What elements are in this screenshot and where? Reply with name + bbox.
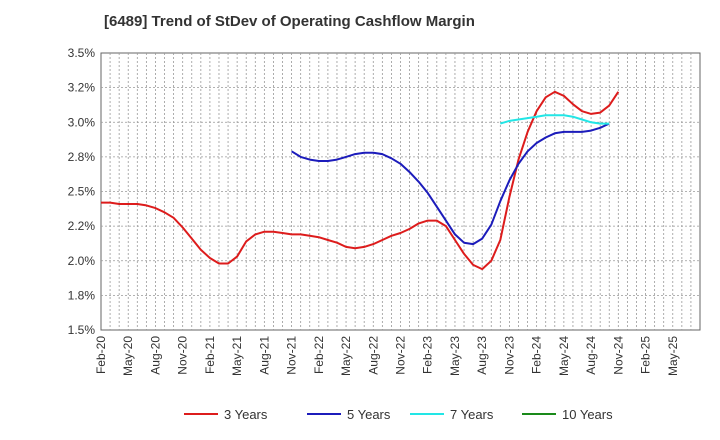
x-tick-label: Feb-20 <box>94 336 108 374</box>
x-tick-label: May-24 <box>557 336 571 376</box>
x-tick-label: Feb-25 <box>639 336 653 374</box>
series-line-1 <box>291 122 610 246</box>
x-tick-label: Nov-22 <box>394 336 408 375</box>
x-tick-label: Nov-21 <box>285 336 299 375</box>
x-tick-label: Nov-23 <box>502 336 516 375</box>
x-tick-label: May-21 <box>230 336 244 376</box>
x-tick-label: Aug-20 <box>148 336 162 375</box>
legend-label-3: 10 Years <box>562 407 613 422</box>
y-tick-label: 3.0% <box>68 115 96 129</box>
x-tick-label: May-23 <box>448 336 462 376</box>
axis-layer: 1.5% 1.8% 2.0% 2.2% 2.5% 2.8% 3.0% 3.2% 3.5% Feb-… <box>68 46 680 376</box>
x-tick-label: Aug-21 <box>257 336 271 375</box>
legend-label-2: 7 Years <box>450 407 494 422</box>
x-tick-label: Aug-23 <box>475 336 489 375</box>
x-tick-label: Aug-22 <box>366 336 380 375</box>
y-tick-label: 3.2% <box>68 81 96 95</box>
legend-label-0: 3 Years <box>224 407 268 422</box>
legend: 3 Years 5 Years 7 Years 10 Years <box>184 407 613 422</box>
legend-label-1: 5 Years <box>347 407 391 422</box>
x-tick-label: May-22 <box>339 336 353 376</box>
y-tick-label: 1.8% <box>68 288 96 302</box>
series-line-0 <box>101 90 620 271</box>
y-tick-label: 3.5% <box>68 46 96 60</box>
x-tick-label: Nov-24 <box>611 336 625 375</box>
x-tick-label: Feb-23 <box>421 336 435 374</box>
y-tick-label: 2.5% <box>68 185 96 199</box>
y-tick-label: 2.8% <box>68 150 96 164</box>
x-tick-label: Aug-24 <box>584 336 598 375</box>
x-tick-label: Feb-24 <box>530 336 544 374</box>
series-line-2 <box>500 114 610 125</box>
x-tick-label: May-20 <box>121 336 135 376</box>
series-layer <box>101 90 620 271</box>
x-tick-label: Feb-22 <box>312 336 326 374</box>
chart-title: [6489] Trend of StDev of Operating Cashf… <box>104 13 475 30</box>
y-tick-label: 2.2% <box>68 219 96 233</box>
plot-area <box>100 52 701 331</box>
x-tick-label: Nov-20 <box>176 336 190 375</box>
y-tick-label: 1.5% <box>68 323 96 337</box>
x-tick-label: May-25 <box>666 336 680 376</box>
x-tick-label: Feb-21 <box>203 336 217 374</box>
y-tick-label: 2.0% <box>68 254 96 268</box>
